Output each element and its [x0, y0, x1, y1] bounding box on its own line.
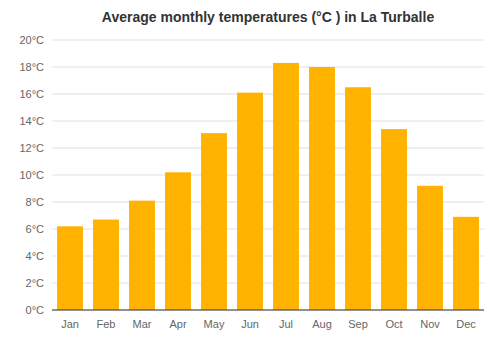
bar: [381, 129, 407, 310]
y-tick-label: 8°C: [26, 196, 45, 208]
y-tick-label: 18°C: [19, 61, 44, 73]
y-tick-label: 10°C: [19, 169, 44, 181]
y-tick-label: 20°C: [19, 34, 44, 46]
bar: [93, 220, 119, 310]
grid: [52, 40, 484, 310]
x-axis-line: [52, 310, 484, 311]
x-tick-label: Jul: [279, 318, 293, 330]
x-tick-label: Sep: [348, 318, 368, 330]
x-tick-label: Dec: [456, 318, 476, 330]
x-tick-label: Nov: [420, 318, 440, 330]
y-tick-label: 16°C: [19, 88, 44, 100]
x-tick-label: May: [204, 318, 225, 330]
x-tick-label: Feb: [97, 318, 116, 330]
grid-line: [52, 67, 484, 68]
x-tick-label: Apr: [169, 318, 186, 330]
bars: [57, 63, 479, 310]
x-tick-label: Aug: [312, 318, 332, 330]
grid-line: [52, 40, 484, 41]
bar: [165, 172, 191, 310]
x-axis: Jan Feb Mar Apr May Jun Jul Aug Sep Oct Nov Dec: [52, 310, 484, 330]
y-tick-label: 6°C: [26, 223, 45, 235]
y-tick-label: 12°C: [19, 142, 44, 154]
bar: [57, 226, 83, 310]
bar: [273, 63, 299, 310]
y-tick-label: 2°C: [26, 277, 45, 289]
bar: [417, 186, 443, 310]
bar: [237, 93, 263, 310]
grid-line: [52, 148, 484, 149]
bar: [345, 87, 371, 310]
grid-line: [52, 310, 484, 311]
title: Average monthly temperatures (°C ) in La…: [102, 9, 435, 25]
chart: Average monthly temperatures (°C ) in La…: [0, 0, 500, 350]
y-tick-label: 0°C: [26, 304, 45, 316]
grid-line: [52, 175, 484, 176]
x-tick-label: Jan: [61, 318, 79, 330]
x-tick-label: Mar: [133, 318, 152, 330]
bar: [201, 133, 227, 310]
bar: [453, 217, 479, 310]
y-axis: 0°C 2°C 4°C 6°C 8°C 10°C 12°C 14°C 16°C 18°C 20°C: [19, 34, 44, 316]
y-tick-label: 4°C: [26, 250, 45, 262]
grid-line: [52, 94, 484, 95]
bar: [309, 67, 335, 310]
y-tick-label: 14°C: [19, 115, 44, 127]
grid-line: [52, 121, 484, 122]
bar: [129, 201, 155, 310]
x-tick-label: Jun: [241, 318, 259, 330]
x-tick-label: Oct: [385, 318, 402, 330]
